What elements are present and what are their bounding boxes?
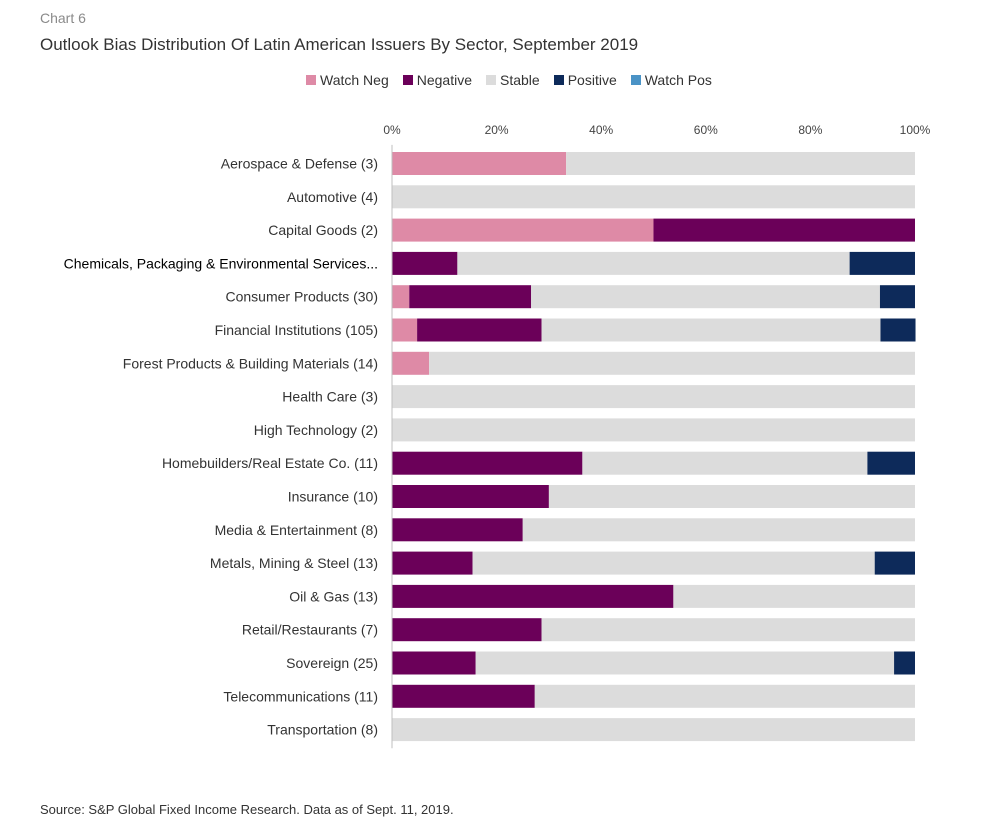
bar-segment [874,551,915,575]
legend-label: Watch Neg [320,72,389,88]
x-tick-label: 60% [694,123,718,137]
chart-title: Outlook Bias Distribution Of Latin Ameri… [40,35,639,54]
bar-segment [392,385,915,409]
bar-segment [392,618,542,642]
bar-segment [392,485,549,508]
category-label: Forest Products & Building Materials (14… [123,355,378,371]
legend-label: Negative [416,72,472,88]
bar-segment [880,318,916,342]
bar-segment [392,218,654,242]
category-label: Health Care (3) [282,389,378,405]
bar-segment [879,285,915,309]
legend-swatch [486,75,496,85]
x-tick-label: 0% [383,123,401,137]
category-label: Telecommunications (11) [223,688,378,704]
bar-segment [409,285,532,309]
stacked-bar-chart: 0% 20% 40% 60% 80% 100% Aerospace & Defense (3… [64,123,931,749]
bar-segment [475,651,895,675]
x-tick-label: 100% [900,123,931,137]
bar-segment [541,618,915,642]
x-tick-label: 80% [798,123,822,137]
chart-legend: Watch Neg Negative Stable Positive Watch Pos [306,72,712,88]
bar-segment [867,451,915,475]
bar-segment [566,152,915,175]
bar-segment [392,651,476,675]
category-label: Retail/Restaurants (7) [242,622,378,638]
legend-swatch [402,75,413,85]
category-label: Homebuilders/Real Estate Co. (11) [162,455,378,471]
bar-segment [392,152,567,175]
bar-segment [417,318,542,342]
bar-segment [392,584,674,608]
bar-segment [392,518,523,542]
source-note: Source: S&P Global Fixed Income Research… [40,802,454,817]
legend-item: Watch Neg [306,72,389,88]
legend-label: Stable [500,72,540,88]
bar-segment [653,218,915,242]
legend-label: Positive [567,72,617,88]
category-label: Aerospace & Defense (3) [221,156,378,172]
bar-segment [392,684,535,708]
bar-segment [522,518,915,542]
bar-segment [392,285,410,309]
category-label: Financial Institutions (105) [215,322,378,338]
bar-segment [849,251,915,275]
bar-segment [894,651,915,675]
legend-item: Stable [486,72,540,88]
legend-swatch [553,75,564,85]
bar-segment [541,318,881,342]
category-label: Sovereign (25) [286,655,378,671]
category-label: Oil & Gas (13) [289,588,378,604]
chart-number: Chart 6 [40,10,86,26]
x-tick-label: 40% [589,123,613,137]
bar-segment [457,251,850,275]
category-label: Insurance (10) [288,489,378,505]
bar-segment [582,451,868,475]
legend-item: Positive [553,72,617,88]
bar-segment [392,185,915,209]
category-label: High Technology (2) [254,422,378,438]
category-label: Metals, Mining & Steel (13) [210,555,378,571]
category-label: Chemicals, Packaging & Environmental Ser… [64,255,378,271]
bar-segment [673,584,915,608]
bar-segment [392,451,583,475]
category-label: Transportation (8) [267,722,378,738]
category-label: Capital Goods (2) [268,222,378,238]
bar-segment [429,351,915,375]
bar-segment [531,285,880,309]
bar-segment [392,351,430,375]
bar-segment [392,718,915,742]
bar-segment [392,318,418,342]
legend-item: Watch Pos [630,72,712,88]
bar-segment [392,551,473,575]
legend-item: Negative [402,72,472,88]
legend-swatch [306,75,316,85]
bar-segment [392,418,915,442]
legend-label: Watch Pos [644,72,712,88]
bar-segment [548,485,915,508]
bar-segment [534,684,915,708]
x-tick-label: 20% [485,123,509,137]
category-label: Media & Entertainment (8) [215,522,378,538]
category-label: Automotive (4) [287,189,378,205]
legend-swatch [630,75,641,85]
bar-segment [472,551,875,575]
category-label: Consumer Products (30) [225,289,378,305]
bar-segment [392,251,458,275]
